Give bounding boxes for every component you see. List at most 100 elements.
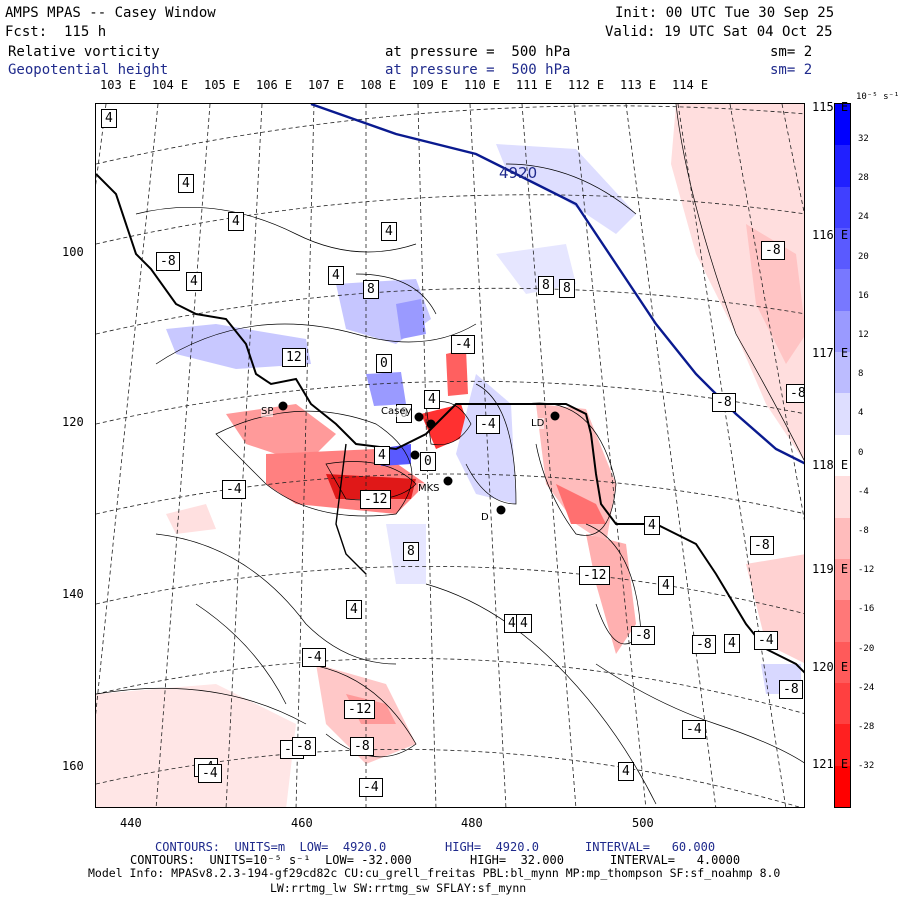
vorticity-shading-region: [746, 554, 804, 663]
station-label: LD: [531, 418, 545, 429]
colorbar-label: -32: [858, 761, 875, 772]
right-longitude-label: 121 E: [812, 757, 849, 771]
colorbar-label: -12: [858, 565, 875, 576]
contour-label: -8: [779, 680, 803, 699]
vorticity-contour-interval: INTERVAL= 4.0000: [610, 853, 741, 867]
top-longitude-label: 103 E: [100, 78, 137, 92]
contour-label: 4: [228, 212, 244, 231]
y-tick-label: 140: [62, 587, 84, 601]
station-marker: [426, 419, 436, 429]
colorbar-swatch: [835, 517, 850, 560]
station-marker: [550, 411, 560, 421]
vorticity-shading-region: [166, 504, 216, 534]
colorbar-swatch: [835, 104, 850, 146]
top-longitude-label: 109 E: [412, 78, 449, 92]
colorbar-label: 16: [858, 290, 869, 301]
x-tick-label: 480: [461, 816, 483, 830]
right-longitude-label: 118 E: [812, 458, 849, 472]
vorticity-shading-region: [396, 299, 426, 339]
contour-label: 4: [516, 614, 532, 633]
y-tick-label: 160: [62, 759, 84, 773]
top-longitude-label: 112 E: [568, 78, 605, 92]
contour-label: -8: [350, 737, 374, 756]
contour-label: -12: [360, 490, 392, 509]
y-tick-label: 100: [62, 245, 84, 259]
colorbar-swatch: [835, 724, 850, 767]
contour-label: -4: [682, 720, 706, 739]
vorticity-shading-region: [586, 534, 636, 654]
contour-label: -4: [302, 648, 326, 667]
colorbar-label: -20: [858, 643, 875, 654]
contour-label: -12: [344, 700, 376, 719]
colorbar: [834, 103, 851, 808]
colorbar-swatch: [835, 310, 850, 353]
contour-label: 4: [178, 174, 194, 193]
contour-label: 4: [658, 576, 674, 595]
contour-label: -4: [198, 764, 222, 783]
contour-label: -4: [476, 415, 500, 434]
height-contour-interval: INTERVAL= 60.000: [585, 840, 716, 854]
vorticity-contour-high: HIGH= 32.000: [470, 853, 564, 867]
right-longitude-label: 116 E: [812, 228, 849, 242]
field2-name: Geopotential height: [8, 62, 169, 78]
vorticity-contours: [96, 104, 804, 805]
contour-label: 4: [374, 446, 390, 465]
vorticity-shading-region: [746, 224, 804, 364]
y-tick-label: 120: [62, 415, 84, 429]
right-longitude-label: 120 E: [812, 660, 849, 674]
colorbar-swatch: [835, 476, 850, 519]
x-tick-label: 460: [291, 816, 313, 830]
top-longitude-label: 113 E: [620, 78, 657, 92]
contour-label: 4: [424, 390, 440, 409]
contour-label: -8: [750, 536, 774, 555]
map-plot: 4 4 4 4 4 -8 8 4 12 8 -8 -4 -4 4 -8 -8 4 -4 4 -12 8 4 -12 -8 -4-…: [95, 103, 805, 808]
contour-label: 8: [538, 276, 554, 295]
colorbar-swatch: [835, 269, 850, 312]
top-longitude-label: 105 E: [204, 78, 241, 92]
contour-label: -4: [359, 778, 383, 797]
x-tick-label: 500: [632, 816, 654, 830]
colorbar-label: 24: [858, 212, 869, 223]
contour-label: -4: [754, 631, 778, 650]
colorbar-label: -16: [858, 604, 875, 615]
contour-label: 12: [282, 348, 306, 367]
colorbar-swatch: [835, 682, 850, 725]
contour-label: 4: [186, 272, 202, 291]
contour-label: 4: [724, 634, 740, 653]
colorbar-swatch: [835, 434, 850, 477]
vorticity-shading-region: [671, 104, 804, 461]
contour-label: 4: [381, 222, 397, 241]
colorbar-swatch: [835, 641, 850, 684]
geopotential-height-contour: [310, 104, 804, 465]
contour-label: -8: [156, 252, 180, 271]
station-markers: [278, 401, 560, 515]
field2-smoothing: sm= 2: [770, 62, 813, 78]
forecast-hour: Fcst: 115 h: [5, 24, 107, 40]
contour-label: 4: [644, 516, 660, 535]
colorbar-swatch: [835, 600, 850, 643]
field1-smoothing: sm= 2: [770, 44, 813, 60]
colorbar-label: 8: [858, 369, 864, 380]
station-marker: [410, 450, 420, 460]
colorbar-swatch: [835, 228, 850, 270]
height-contour-label: 4920: [499, 164, 538, 182]
right-longitude-label: 117 E: [812, 346, 849, 360]
vorticity-shading-region: [456, 374, 516, 504]
vorticity-contour-units: CONTOURS: UNITS=10⁻⁵ s⁻¹ LOW= -32.000: [130, 853, 412, 867]
top-longitude-label: 110 E: [464, 78, 501, 92]
vorticity-shading-region: [496, 244, 576, 294]
top-longitude-label: 107 E: [308, 78, 345, 92]
colorbar-swatch: [835, 393, 850, 436]
station-label: MKS: [418, 483, 440, 494]
vorticity-shading-region: [366, 372, 406, 406]
contour-label: 4: [346, 600, 362, 619]
contour-label: -8: [712, 393, 736, 412]
contour-label: 4: [328, 266, 344, 285]
contour-label: 8: [403, 542, 419, 561]
field1-name: Relative vorticity: [8, 44, 160, 60]
model-info: Model Info: MPASv8.2.3-194-gf29cd82c CU:…: [88, 866, 781, 880]
colorbar-label: 12: [858, 330, 869, 340]
contour-label: 0: [376, 354, 392, 373]
vorticity-shading-region: [556, 484, 606, 524]
contour-label: -8: [692, 635, 716, 654]
